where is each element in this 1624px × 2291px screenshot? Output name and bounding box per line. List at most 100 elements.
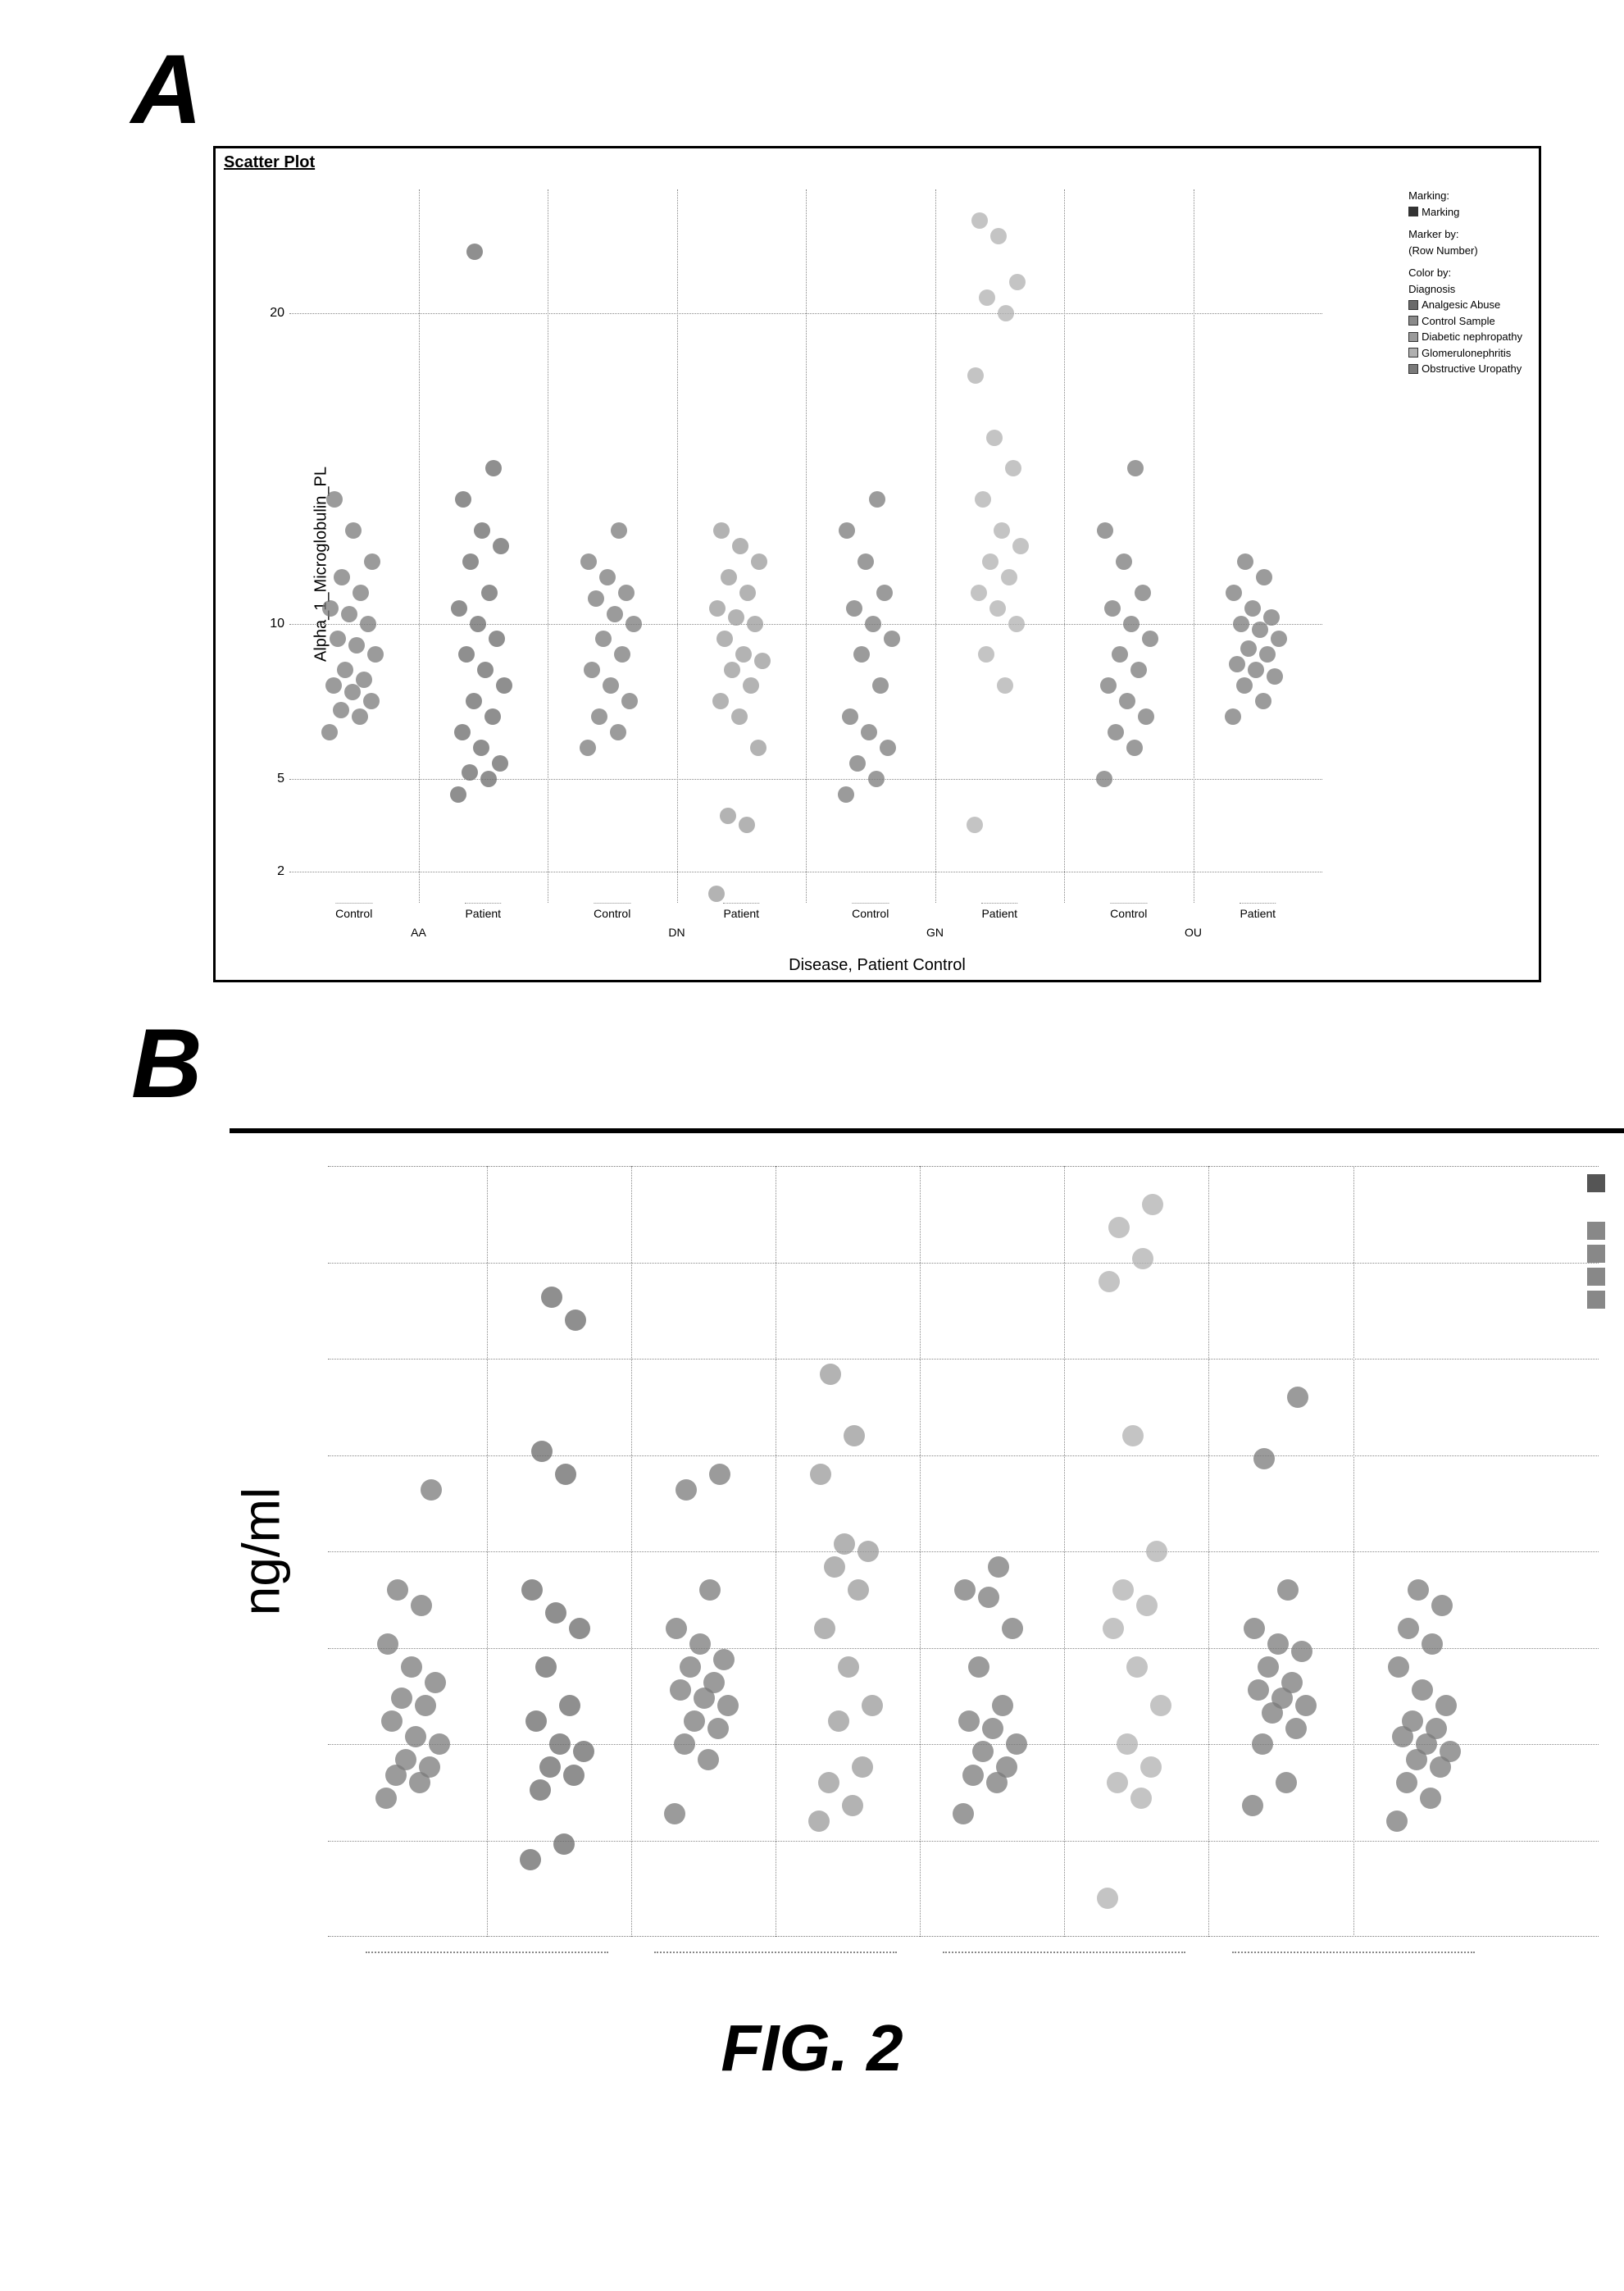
panel-b-container: ng/ml [213, 1158, 1623, 1978]
scatter-point [580, 553, 597, 570]
scatter-point [1412, 1679, 1433, 1701]
scatter-point [1295, 1695, 1317, 1716]
scatter-point [573, 1741, 594, 1762]
scatter-point [988, 1556, 1009, 1578]
legend-marking-item: Marking [1408, 204, 1522, 221]
scatter-point [962, 1765, 984, 1786]
scatter-point [563, 1765, 585, 1786]
figure-caption: FIG. 2 [82, 2011, 1542, 2086]
scatter-point [1006, 1733, 1027, 1755]
scatter-point [1012, 538, 1029, 554]
legend-swatch [1587, 1174, 1605, 1192]
scatter-point [1142, 1194, 1163, 1215]
gridline-v [806, 189, 807, 903]
scatter-point [1136, 1595, 1158, 1616]
legend-swatch [1408, 332, 1418, 342]
scatter-point [485, 460, 502, 476]
scatter-point [375, 1788, 397, 1809]
gridline-h [328, 1455, 1599, 1456]
scatter-point [810, 1464, 831, 1485]
legend-color-item: Diabetic nephropathy [1408, 329, 1522, 345]
scatter-point [1252, 1733, 1273, 1755]
scatter-point [603, 677, 619, 694]
scatter-point [1117, 1733, 1138, 1755]
legend-label: Obstructive Uropathy [1422, 361, 1522, 377]
gridline-v [677, 189, 678, 903]
scatter-point [808, 1810, 830, 1832]
scatter-point [818, 1772, 839, 1793]
xgroup-label: DN [668, 903, 685, 939]
scatter-point [1253, 1448, 1275, 1469]
panel-a-xlabel: Disease, Patient Control [789, 956, 966, 975]
scatter-point [353, 585, 369, 601]
scatter-point [1146, 1541, 1167, 1562]
scatter-point [1440, 1741, 1461, 1762]
scatter-point [732, 538, 748, 554]
scatter-point [739, 817, 755, 833]
scatter-point [1107, 1772, 1128, 1793]
scatter-point [712, 693, 729, 709]
xtick-label: Patient [465, 903, 501, 920]
scatter-point [814, 1618, 835, 1639]
scatter-point [535, 1656, 557, 1678]
ytick-label: 20 [270, 306, 289, 321]
scatter-point [1126, 1656, 1148, 1678]
scatter-point [861, 724, 877, 740]
scatter-point [1122, 1425, 1144, 1446]
xgroup-marker [943, 1952, 1185, 1953]
scatter-point [1420, 1788, 1441, 1809]
scatter-point [721, 569, 737, 585]
scatter-point [857, 553, 874, 570]
scatter-point [853, 646, 870, 663]
scatter-point [979, 289, 995, 306]
scatter-point [474, 522, 490, 539]
scatter-point [429, 1733, 450, 1755]
legend-color-item: Glomerulonephritis [1408, 345, 1522, 362]
scatter-point [525, 1710, 547, 1732]
scatter-point [750, 740, 767, 756]
scatter-point [1259, 646, 1276, 663]
scatter-point [1130, 662, 1147, 678]
scatter-point [489, 631, 505, 647]
legend-swatch [1408, 364, 1418, 374]
scatter-point [865, 616, 881, 632]
xgroup-label: AA [411, 903, 426, 939]
scatter-point [703, 1672, 725, 1693]
scatter-point [954, 1579, 976, 1601]
ytick-label: 2 [277, 864, 289, 879]
legend-color-item: Obstructive Uropathy [1408, 361, 1522, 377]
scatter-point [481, 585, 498, 601]
scatter-point [1005, 460, 1021, 476]
scatter-point [1422, 1633, 1443, 1655]
scatter-point [470, 616, 486, 632]
xgroup-marker [654, 1952, 897, 1953]
scatter-point [1244, 600, 1261, 617]
scatter-point [728, 609, 744, 626]
scatter-point [1132, 1248, 1153, 1269]
panel-a-title: Scatter Plot [224, 153, 315, 172]
scatter-point [953, 1803, 974, 1824]
scatter-point [1130, 1788, 1152, 1809]
scatter-point [996, 1756, 1017, 1778]
scatter-point [1263, 609, 1280, 626]
scatter-point [743, 677, 759, 694]
scatter-point [531, 1441, 553, 1462]
scatter-point [588, 590, 604, 607]
scatter-point [824, 1556, 845, 1578]
gridline-h [328, 1648, 1599, 1649]
scatter-point [720, 808, 736, 824]
scatter-point [521, 1579, 543, 1601]
scatter-point [724, 662, 740, 678]
scatter-point [1233, 616, 1249, 632]
panel-b-plot [328, 1166, 1599, 1937]
scatter-point [363, 693, 380, 709]
scatter-point [982, 1718, 1003, 1739]
scatter-point [1426, 1718, 1447, 1739]
scatter-point [584, 662, 600, 678]
scatter-point [967, 817, 983, 833]
legend-colorby-head: Color by: [1408, 265, 1522, 281]
scatter-point [595, 631, 612, 647]
scatter-point [545, 1602, 566, 1624]
scatter-point [698, 1749, 719, 1770]
scatter-point [1150, 1695, 1171, 1716]
